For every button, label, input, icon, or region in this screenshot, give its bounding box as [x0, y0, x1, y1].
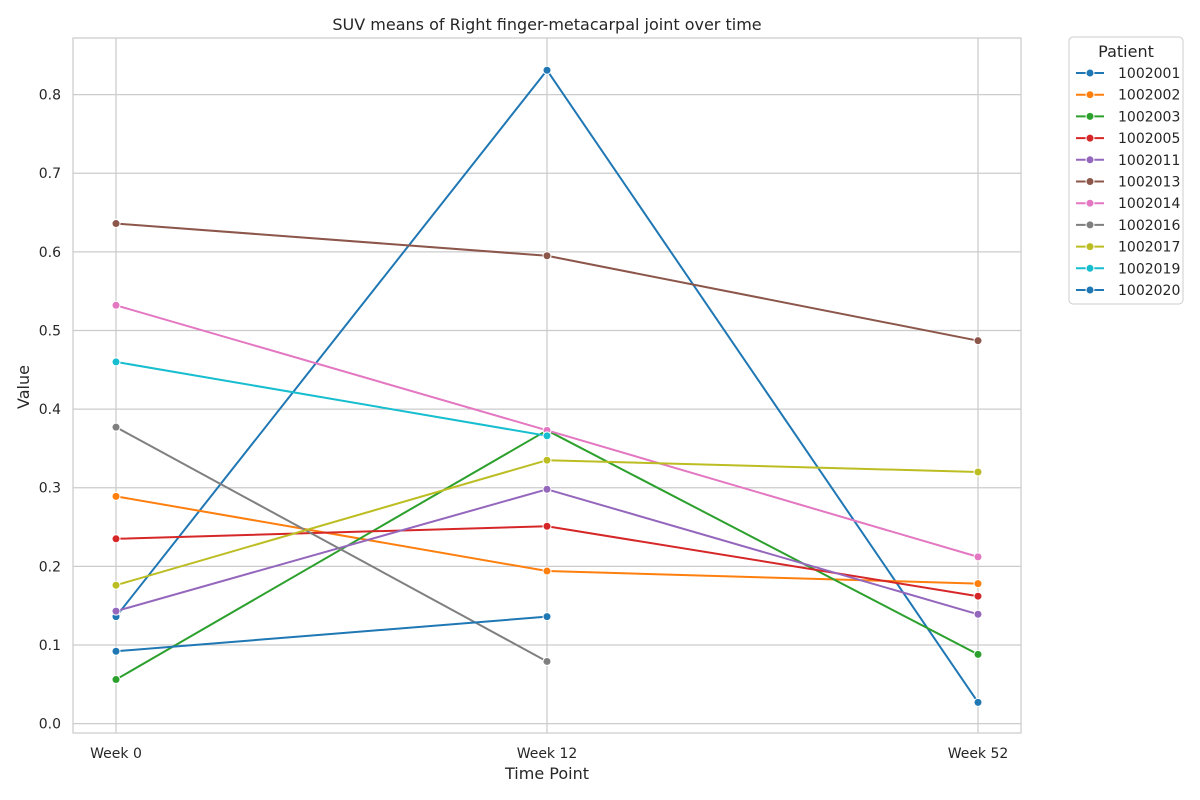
y-tick-label: 0.2 [39, 559, 61, 575]
data-point [973, 609, 983, 619]
legend-label: 1002011 [1118, 153, 1180, 169]
x-axis-label: Time Point [504, 764, 589, 783]
series-1002017 [111, 455, 983, 590]
series-1002011 [111, 484, 983, 619]
legend-frame [1068, 36, 1184, 305]
legend-item: 1002014 [1076, 196, 1180, 212]
legend-marker [1085, 263, 1095, 273]
legend-marker [1085, 111, 1095, 121]
y-tick-label: 0.8 [39, 88, 61, 104]
data-point [973, 467, 983, 477]
data-point [973, 697, 983, 707]
data-point [111, 606, 121, 616]
data-point [542, 431, 552, 441]
y-tick-label: 0.4 [39, 402, 61, 418]
legend-label: 1002005 [1118, 131, 1180, 147]
y-tick-label: 0.1 [39, 638, 61, 654]
legend-item: 1002001 [1076, 66, 1180, 82]
legend-marker [1085, 90, 1095, 100]
data-point [111, 675, 121, 685]
legend-marker [1085, 242, 1095, 252]
x-tick-label: Week 0 [90, 746, 142, 762]
legend-item: 1002016 [1076, 218, 1180, 234]
series-1002019 [111, 357, 552, 441]
data-point [111, 300, 121, 310]
chart-title: SUV means of Right finger-metacarpal joi… [332, 15, 761, 34]
legend-item: 1002003 [1076, 109, 1180, 125]
series-lines [111, 65, 983, 707]
series-1002020 [111, 612, 552, 656]
data-point [111, 357, 121, 367]
series-line [115, 360, 548, 437]
legend: Patient 10020011002002100200310020051002… [1068, 36, 1184, 305]
data-point [542, 455, 552, 465]
legend-marker [1085, 155, 1095, 165]
legend-item: 1002020 [1076, 283, 1180, 299]
data-point [111, 646, 121, 656]
legend-label: 1002003 [1118, 109, 1180, 125]
legend-items: 1002001 1002002 1002003 1002005 1002011 10020… [1076, 66, 1180, 299]
y-tick-label: 0.3 [39, 481, 61, 497]
data-point [542, 612, 552, 622]
legend-item: 1002019 [1076, 261, 1180, 277]
legend-marker [1085, 220, 1095, 230]
data-point [542, 251, 552, 261]
tick-labels: 0.0 0.1 0.2 0.3 0.4 0.5 0.6 0.7 0.8 Week 0 Week 12… [39, 88, 1009, 762]
plot-frame [72, 37, 1022, 734]
data-point [973, 336, 983, 346]
y-tick-label: 0.0 [39, 717, 61, 733]
y-tick-label: 0.7 [39, 166, 61, 182]
legend-label: 1002020 [1118, 283, 1180, 299]
legend-title: Patient [1098, 42, 1154, 61]
x-tick-label: Week 52 [948, 746, 1009, 762]
y-tick-label: 0.5 [39, 323, 61, 339]
data-point [542, 656, 552, 666]
legend-label: 1002013 [1118, 175, 1180, 191]
legend-label: 1002016 [1118, 218, 1180, 234]
y-axis-label: Value [14, 365, 33, 409]
data-point [542, 484, 552, 494]
series-line [115, 615, 548, 653]
data-point [111, 219, 121, 229]
legend-marker [1085, 177, 1095, 186]
legend-marker [1085, 68, 1095, 78]
x-tick-label: Week 12 [517, 746, 578, 762]
plot-area [72, 37, 1022, 734]
legend-label: 1002019 [1118, 261, 1180, 277]
legend-label: 1002001 [1118, 66, 1180, 82]
data-point [973, 591, 983, 601]
legend-item: 1002005 [1076, 131, 1180, 147]
legend-marker [1085, 285, 1095, 295]
series-1002013 [111, 219, 983, 346]
data-point [973, 579, 983, 589]
data-point [111, 580, 121, 590]
legend-label: 1002014 [1118, 196, 1180, 212]
data-point [542, 566, 552, 576]
legend-item: 1002017 [1076, 240, 1180, 256]
legend-item: 1002002 [1076, 88, 1180, 104]
legend-label: 1002002 [1118, 88, 1180, 104]
legend-item: 1002011 [1076, 153, 1180, 169]
data-point [111, 534, 121, 544]
data-point [973, 552, 983, 562]
data-point [542, 521, 552, 531]
y-tick-label: 0.6 [39, 245, 61, 261]
legend-marker [1085, 198, 1095, 208]
data-point [542, 65, 552, 75]
legend-item: 1002013 [1076, 175, 1180, 191]
legend-marker [1085, 133, 1095, 143]
legend-label: 1002017 [1118, 240, 1180, 256]
data-point [111, 422, 121, 432]
data-point [111, 491, 121, 501]
data-point [973, 649, 983, 659]
